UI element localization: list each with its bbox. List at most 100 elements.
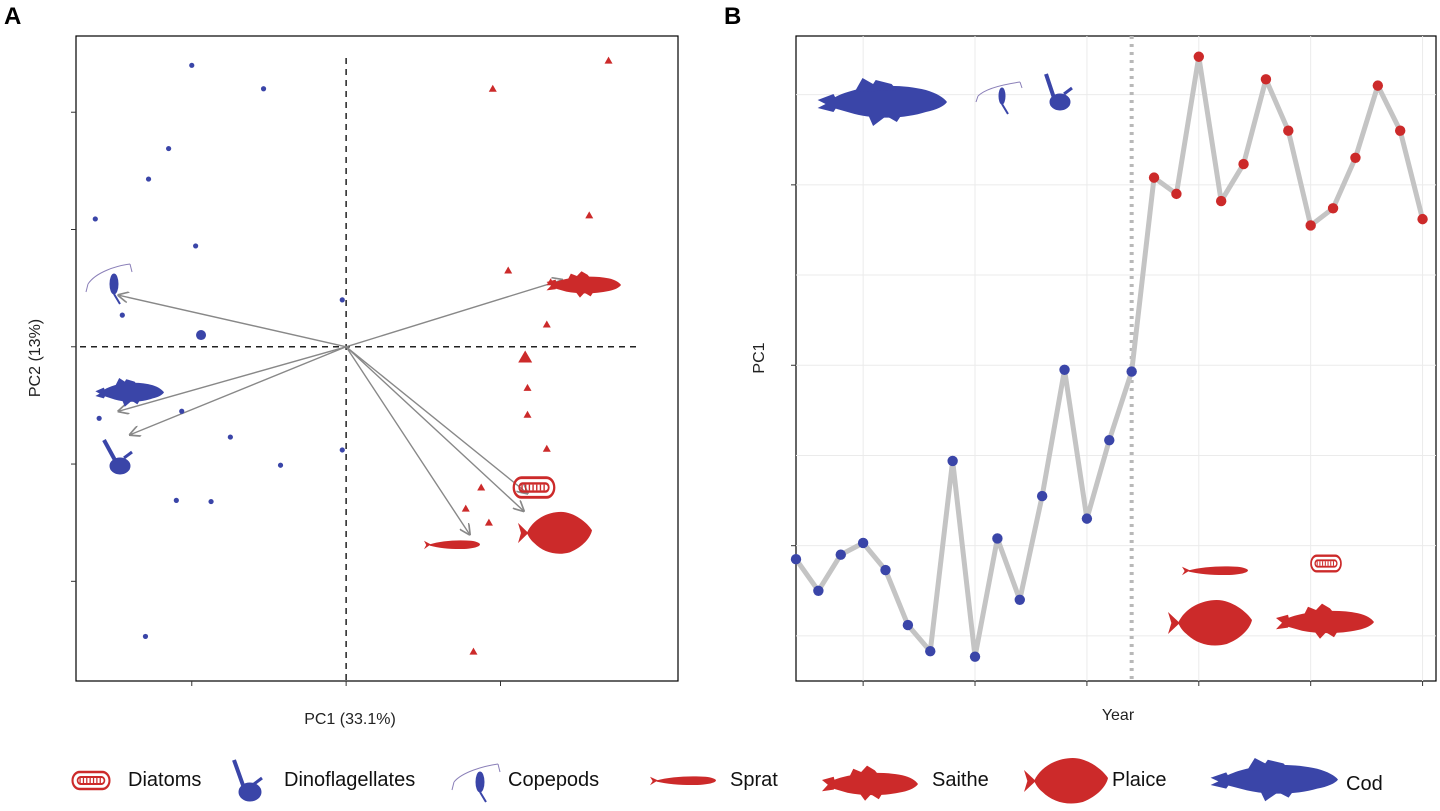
legend-item-plaice: Plaice <box>1024 758 1166 804</box>
loading-arrow-sprat <box>345 346 469 535</box>
centroid-early <box>196 330 207 341</box>
panel-b-xlabel: Year <box>1102 707 1135 724</box>
copepods-icon <box>451 763 501 803</box>
point-2011 <box>1327 203 1339 214</box>
loading-arrow-copepods <box>118 295 347 348</box>
point-2000 <box>1081 513 1093 524</box>
dinoflagellates-icon <box>102 439 133 475</box>
plaice-icon <box>1024 758 1108 804</box>
point-2015 <box>469 647 478 655</box>
point-2002 <box>339 297 345 303</box>
point-2013 <box>1372 80 1384 91</box>
point-2009 <box>1283 125 1294 136</box>
point-1994 <box>260 86 267 92</box>
point-2014 <box>542 444 551 452</box>
point-1988 <box>813 585 824 596</box>
legend-label-diatoms: Diatoms <box>128 769 201 791</box>
point-2009 <box>542 320 551 328</box>
point-2012 <box>523 410 532 418</box>
point-2010 <box>461 504 470 512</box>
loading-arrow-cod <box>118 346 347 412</box>
point-2008 <box>585 211 594 219</box>
point-2005 <box>604 56 613 64</box>
point-2012 <box>1350 152 1361 163</box>
point-2002 <box>1126 366 1137 377</box>
dinoflagellates-icon <box>232 759 263 802</box>
panel-b-pc1-timeseries: Year PC1 <box>751 35 1437 724</box>
centroid-late <box>518 350 533 363</box>
point-1998 <box>227 434 233 440</box>
point-1988 <box>145 176 152 182</box>
loading-arrow-saithe <box>345 280 562 348</box>
point-1996 <box>193 243 199 249</box>
point-2006 <box>484 518 493 526</box>
point-2001 <box>277 462 284 468</box>
legend: Diatoms Dinoflagellates Copepods Sprat <box>71 758 1383 804</box>
legend-item-saithe: Saithe <box>821 765 989 801</box>
loading-arrow-dinoflagellates <box>130 346 347 435</box>
point-1992 <box>119 312 125 318</box>
legend-item-cod: Cod <box>1210 758 1383 802</box>
point-2003 <box>504 266 513 274</box>
panel-label-b: B <box>724 3 741 30</box>
point-2015 <box>1417 213 1428 225</box>
panel-a-xlabel: PC1 (33.1%) <box>304 711 396 728</box>
legend-label-saithe: Saithe <box>932 769 989 791</box>
point-1999 <box>339 447 345 453</box>
copepods-icon <box>975 81 1023 115</box>
legend-label-copepods: Copepods <box>508 769 599 791</box>
point-1991 <box>166 145 172 152</box>
dinoflagellates-icon <box>1044 73 1073 111</box>
point-1998 <box>1036 490 1048 502</box>
point-2010 <box>1305 220 1316 231</box>
copepods-icon <box>85 263 133 305</box>
point-2003 <box>1148 172 1160 183</box>
point-1999 <box>1059 364 1070 375</box>
panel-b-ylabel: PC1 <box>751 342 768 373</box>
legend-label-dinoflagellates: Dinoflagellates <box>284 769 415 791</box>
sprat-icon <box>650 776 716 786</box>
panel-label-a: A <box>4 3 21 30</box>
point-2004 <box>488 84 497 92</box>
point-2000 <box>208 498 214 505</box>
point-1995 <box>969 651 981 662</box>
point-1991 <box>880 564 891 576</box>
point-1993 <box>925 646 936 657</box>
point-1989 <box>179 408 185 414</box>
point-1990 <box>857 537 869 549</box>
legend-label-cod: Cod <box>1346 773 1383 795</box>
point-1996 <box>992 533 1003 544</box>
loading-arrow-plaice <box>345 346 524 511</box>
point-2001 <box>1104 434 1115 446</box>
point-2004 <box>1171 188 1182 200</box>
point-2011 <box>477 483 486 491</box>
point-1987 <box>173 497 179 503</box>
panel-a-pca-biplot: PC1 (33.1%) PC2 (13%) <box>27 35 679 728</box>
point-2007 <box>1238 158 1249 170</box>
point-1994 <box>947 455 958 467</box>
legend-item-sprat: Sprat <box>650 769 778 791</box>
loading-arrow-diatoms <box>345 346 527 494</box>
diatoms-icon <box>71 770 111 791</box>
saithe-icon <box>821 765 918 801</box>
panel-a-frame <box>75 35 679 682</box>
legend-label-plaice: Plaice <box>1112 769 1166 791</box>
point-2007 <box>523 383 532 391</box>
point-1993 <box>96 415 102 421</box>
point-1995 <box>92 216 98 222</box>
point-1989 <box>835 549 846 560</box>
point-1990 <box>189 62 195 68</box>
point-1992 <box>902 619 914 631</box>
point-2005 <box>1193 51 1204 62</box>
legend-item-diatoms: Diatoms <box>71 769 201 791</box>
point-1987 <box>790 554 802 565</box>
point-2014 <box>1394 125 1406 136</box>
legend-item-copepods: Copepods <box>451 763 599 803</box>
legend-item-dinoflagellates: Dinoflagellates <box>232 759 415 802</box>
panel-b-frame <box>795 35 1437 682</box>
legend-label-sprat: Sprat <box>730 769 778 791</box>
point-2006 <box>1215 195 1227 207</box>
point-2008 <box>1260 74 1272 85</box>
point-1997 <box>1014 594 1025 606</box>
